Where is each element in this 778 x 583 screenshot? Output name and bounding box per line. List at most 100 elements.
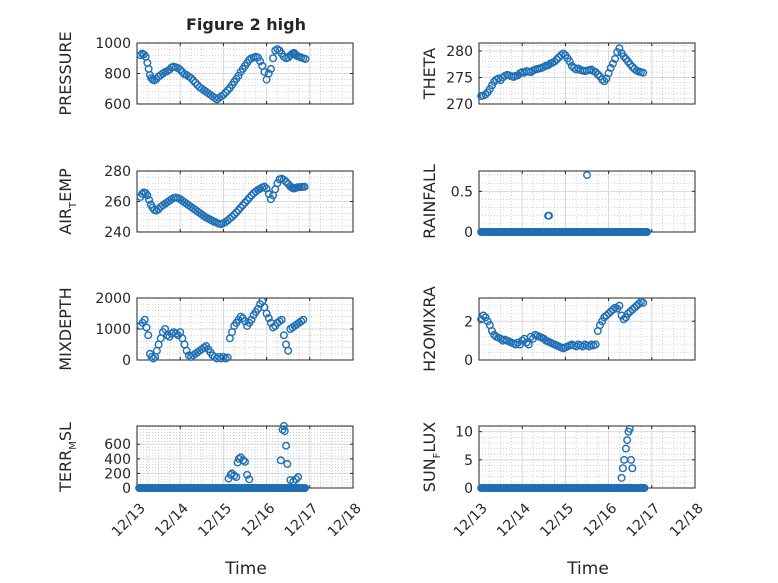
- data-point: [608, 59, 617, 68]
- data-point: [142, 323, 151, 332]
- data-point: [593, 70, 602, 79]
- data-point: [522, 338, 531, 347]
- y-tick-label: 0: [464, 225, 473, 241]
- data-point: [643, 227, 652, 236]
- data-point: [145, 195, 154, 204]
- y-tick-label: 200: [104, 466, 131, 482]
- data-point: [628, 305, 637, 314]
- data-point: [186, 74, 195, 83]
- y-axis-label: SUNFLUX: [420, 422, 443, 492]
- y-tick-label: 0.5: [451, 184, 473, 200]
- y-tick-label: 2: [464, 314, 473, 330]
- data-point: [606, 307, 615, 316]
- data-point: [615, 44, 624, 53]
- data-point: [228, 212, 237, 221]
- y-axis-label: TERRMSL: [56, 422, 79, 493]
- data-point: [140, 315, 149, 324]
- y-axis-label-subscript: M: [68, 441, 79, 450]
- y-tick-label: 0: [122, 353, 131, 369]
- data-point: [598, 317, 607, 326]
- data-point: [138, 189, 147, 198]
- data-point: [299, 315, 308, 324]
- data-point: [277, 315, 286, 324]
- data-point: [291, 475, 300, 484]
- data-point: [243, 470, 252, 479]
- data-point: [279, 422, 288, 431]
- y-axis-label-main: MIXDEPTH: [56, 287, 75, 370]
- data-point: [300, 182, 309, 191]
- data-series: [136, 45, 310, 104]
- data-point: [630, 303, 639, 312]
- data-point: [284, 346, 293, 355]
- data-point: [634, 299, 643, 308]
- y-axis-label-subscript: F: [432, 452, 443, 458]
- panel-mixdepth: 0 1000 2000 MIXDEPTH: [56, 287, 354, 371]
- data-point: [479, 311, 488, 320]
- data-point: [628, 464, 637, 473]
- data-point: [280, 427, 289, 436]
- data-point: [640, 484, 649, 493]
- data-point: [147, 352, 156, 361]
- data-point: [144, 331, 153, 340]
- data-series: [477, 171, 652, 236]
- x-axis-label-right: Time: [566, 559, 609, 579]
- y-tick-label: 2000: [95, 291, 131, 307]
- y-tick-label: 1000: [95, 322, 131, 338]
- y-axis-label-subscript: T: [68, 201, 79, 209]
- data-point: [606, 63, 615, 72]
- y-axis-label-main: THETA: [420, 48, 439, 100]
- data-point: [294, 473, 303, 482]
- y-axis-label-main: TERR: [56, 450, 75, 493]
- y-tick-label: 240: [104, 225, 131, 241]
- data-series: [477, 44, 648, 101]
- data-point: [602, 311, 611, 320]
- data-point: [608, 305, 617, 314]
- y-tick-label: 260: [104, 195, 131, 211]
- data-point: [604, 309, 613, 318]
- data-point: [260, 67, 269, 76]
- y-axis-label-main: SUN: [420, 458, 439, 492]
- data-point: [182, 346, 191, 355]
- y-tick-label: 600: [104, 437, 131, 453]
- y-tick-label: 0: [464, 353, 473, 369]
- data-point: [219, 90, 228, 99]
- data-point: [639, 68, 648, 77]
- figure-title: Figure 2 high: [186, 15, 306, 34]
- axes-frame: [478, 42, 696, 105]
- data-point: [632, 301, 641, 310]
- data-point: [283, 459, 292, 468]
- data-point: [518, 336, 527, 345]
- y-tick-label: 280: [446, 44, 473, 60]
- y-tick-label: 0: [464, 481, 473, 497]
- data-point: [260, 182, 269, 191]
- data-point: [600, 313, 609, 322]
- data-point: [524, 340, 533, 349]
- data-point: [247, 315, 256, 324]
- y-tick-label: 280: [104, 164, 131, 180]
- data-point: [625, 424, 634, 433]
- data-point: [279, 331, 288, 340]
- data-point: [511, 340, 520, 349]
- data-point: [282, 441, 291, 450]
- data-point: [544, 211, 553, 220]
- data-series: [477, 297, 648, 353]
- data-point: [279, 175, 288, 184]
- y-tick-label: 10: [455, 425, 473, 441]
- data-point: [624, 309, 633, 318]
- data-point: [223, 353, 232, 362]
- data-point: [619, 315, 628, 324]
- data-point: [639, 298, 648, 307]
- data-point: [611, 54, 620, 63]
- data-point: [617, 473, 626, 482]
- data-point: [550, 57, 559, 66]
- y-axis-label-rest: SL: [56, 422, 75, 441]
- y-tick-label: 5: [464, 453, 473, 469]
- data-point: [621, 444, 630, 453]
- data-point: [225, 214, 234, 223]
- data-point: [301, 484, 310, 493]
- y-tick-label: 400: [104, 452, 131, 468]
- data-point: [513, 338, 522, 347]
- y-axis-label: RAINFALL: [420, 164, 439, 239]
- y-axis-label: AIRTEMP: [56, 168, 79, 235]
